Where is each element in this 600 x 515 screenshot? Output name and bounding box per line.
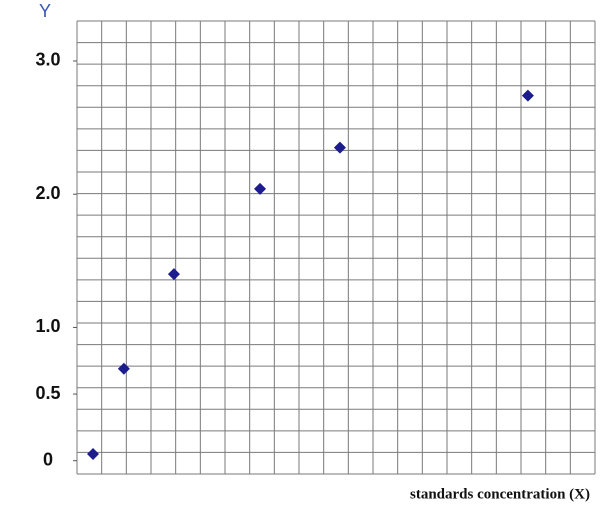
y-tick-label: 0 [43,449,53,469]
point [521,89,534,102]
x-axis-label: standards concentration (X) [410,486,590,502]
y-tick-label: 2.0 [35,183,60,203]
y-tick-label: 3.0 [35,50,60,70]
point [117,362,130,375]
y-axis-label: Y [39,1,51,21]
point [167,268,180,281]
point [254,182,267,195]
y-tick-label: 0.5 [35,383,60,403]
point [333,141,346,154]
point [87,448,100,461]
y-tick-label: 1.0 [35,316,60,336]
